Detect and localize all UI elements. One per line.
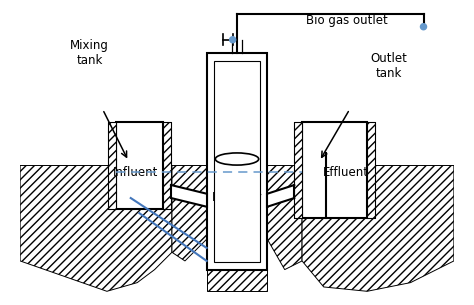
Text: Digester
tank: Digester tank: [212, 191, 262, 219]
Text: Effluent: Effluent: [322, 166, 368, 178]
Text: Outlet
tank: Outlet tank: [370, 52, 407, 80]
Text: Influent: Influent: [112, 166, 158, 178]
Polygon shape: [108, 122, 116, 209]
Circle shape: [229, 37, 236, 43]
Text: Mixing
tank: Mixing tank: [70, 39, 109, 67]
Text: Gas
holder
tank: Gas holder tank: [218, 83, 256, 126]
Bar: [214, 61, 260, 262]
Circle shape: [420, 24, 427, 30]
Polygon shape: [267, 166, 302, 270]
Polygon shape: [367, 122, 375, 217]
Polygon shape: [20, 166, 172, 291]
Bar: [207, 53, 267, 270]
Polygon shape: [267, 185, 294, 207]
Polygon shape: [163, 122, 171, 209]
Bar: [163, 122, 171, 209]
Polygon shape: [294, 122, 302, 217]
Bar: [116, 122, 163, 209]
Polygon shape: [171, 185, 207, 207]
Polygon shape: [302, 166, 454, 291]
Bar: [108, 122, 116, 209]
Bar: [367, 122, 375, 217]
Ellipse shape: [215, 153, 259, 165]
Bar: [294, 122, 302, 217]
Text: Bio gas outlet: Bio gas outlet: [306, 14, 388, 27]
Polygon shape: [172, 166, 207, 261]
Bar: [302, 122, 367, 217]
Polygon shape: [207, 239, 267, 291]
